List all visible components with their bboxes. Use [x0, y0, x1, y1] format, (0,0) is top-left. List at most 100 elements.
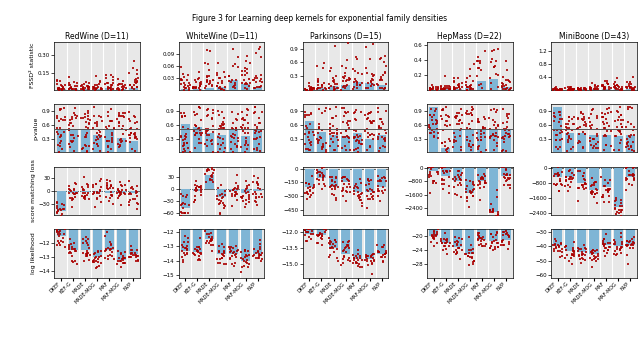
Point — [204, 132, 214, 138]
Point — [101, 125, 111, 130]
Point — [462, 84, 472, 89]
Point — [70, 83, 80, 89]
Point — [60, 231, 70, 237]
Point — [467, 112, 477, 118]
Point — [344, 255, 355, 261]
Point — [497, 242, 507, 248]
Point — [492, 140, 502, 146]
Point — [207, 83, 217, 88]
Point — [129, 113, 140, 119]
Point — [380, 86, 390, 92]
Point — [91, 73, 101, 79]
Point — [232, 183, 243, 188]
Point — [58, 85, 68, 91]
Point — [305, 87, 316, 92]
Point — [314, 125, 324, 131]
Point — [176, 202, 186, 208]
Point — [489, 106, 499, 112]
Bar — [341, 100, 350, 254]
Point — [131, 190, 141, 196]
Point — [179, 250, 189, 255]
Point — [504, 234, 515, 239]
Point — [548, 87, 559, 92]
Point — [610, 248, 620, 254]
Point — [237, 81, 247, 86]
Point — [355, 82, 365, 88]
Point — [451, 134, 461, 139]
Point — [474, 144, 484, 150]
Point — [88, 84, 98, 90]
Point — [180, 210, 190, 216]
Point — [438, 86, 448, 91]
Point — [457, 170, 467, 176]
Point — [54, 206, 65, 211]
Point — [497, 135, 507, 141]
Point — [93, 136, 103, 141]
Point — [252, 180, 262, 186]
Point — [119, 260, 129, 265]
Point — [52, 113, 62, 119]
Point — [67, 195, 77, 201]
Point — [240, 149, 250, 154]
Point — [589, 180, 599, 186]
Bar — [305, 100, 314, 234]
Point — [202, 84, 212, 89]
Point — [115, 144, 125, 150]
Point — [474, 120, 484, 125]
Point — [504, 242, 514, 247]
Point — [120, 182, 131, 188]
Point — [553, 164, 563, 170]
Point — [378, 175, 388, 180]
Point — [442, 237, 452, 242]
Point — [92, 196, 102, 201]
Point — [312, 167, 323, 172]
Point — [605, 143, 616, 149]
Point — [589, 136, 599, 141]
Point — [208, 226, 218, 231]
Point — [308, 191, 318, 196]
Point — [474, 34, 484, 40]
Point — [610, 241, 620, 247]
Point — [341, 198, 351, 204]
Bar — [490, 168, 499, 212]
Point — [106, 183, 116, 188]
Point — [579, 117, 589, 122]
Point — [461, 189, 472, 195]
Point — [616, 117, 626, 122]
Point — [106, 84, 116, 90]
Point — [349, 188, 359, 193]
Point — [378, 259, 388, 265]
Point — [230, 141, 240, 147]
Point — [80, 196, 90, 202]
Point — [586, 85, 596, 91]
Point — [588, 106, 598, 112]
Point — [312, 136, 322, 142]
Point — [500, 130, 511, 136]
Point — [623, 239, 634, 244]
Point — [375, 145, 385, 151]
Bar — [105, 129, 114, 152]
Point — [623, 261, 634, 267]
Point — [115, 190, 125, 196]
Point — [566, 127, 577, 133]
Point — [206, 230, 216, 236]
Point — [228, 187, 238, 193]
Point — [437, 177, 447, 182]
Point — [369, 72, 379, 77]
Point — [449, 137, 460, 143]
Point — [623, 106, 634, 112]
Point — [436, 113, 446, 119]
Point — [100, 76, 111, 81]
Point — [596, 174, 607, 180]
Point — [575, 86, 585, 92]
Point — [343, 135, 353, 140]
Point — [588, 251, 598, 256]
Point — [241, 257, 252, 263]
Point — [454, 177, 465, 182]
Point — [84, 252, 95, 257]
Text: Figure 3 for Learning deep kernels for exponential family densities: Figure 3 for Learning deep kernels for e… — [193, 14, 447, 23]
Point — [578, 182, 588, 187]
Point — [491, 213, 501, 219]
Point — [241, 146, 252, 152]
Point — [444, 174, 454, 179]
